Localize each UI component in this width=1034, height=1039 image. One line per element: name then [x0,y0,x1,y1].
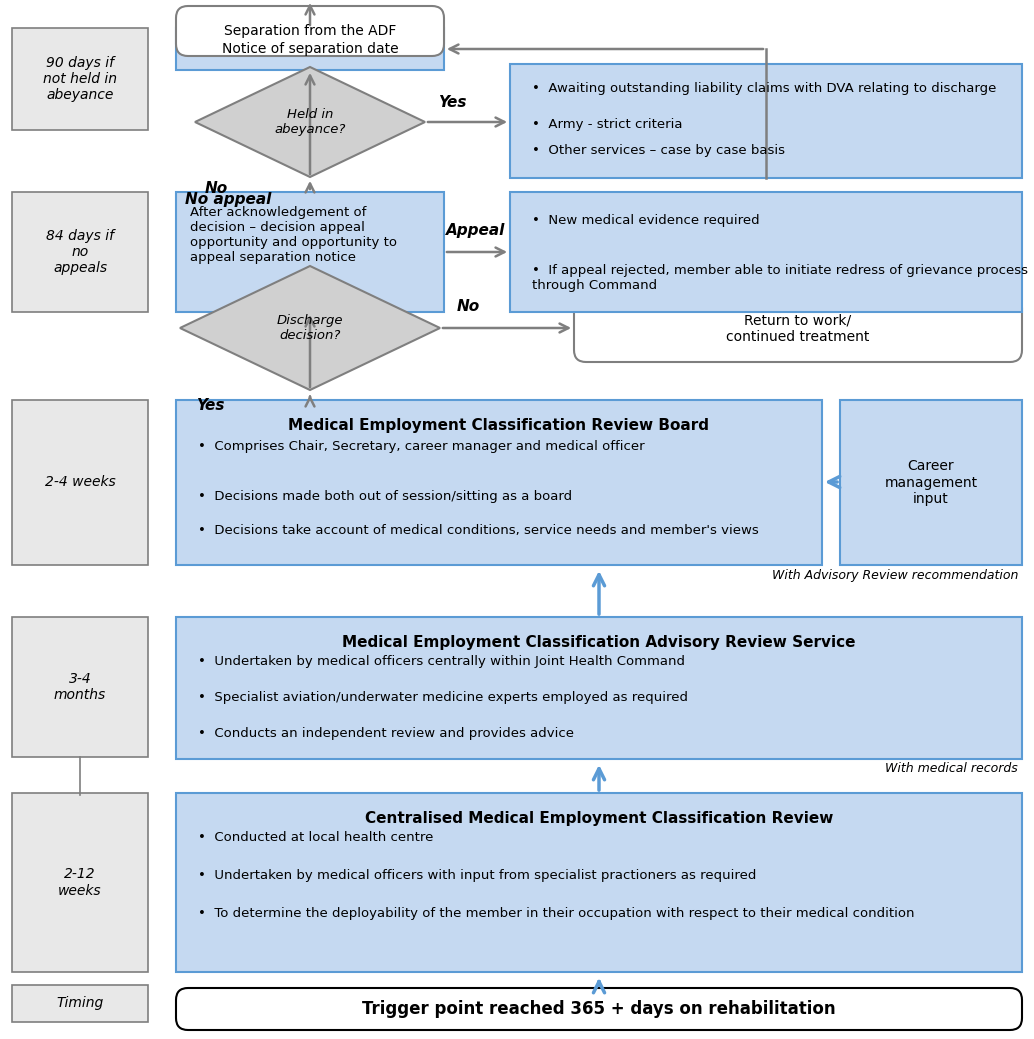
Bar [12,985,148,1022]
Text: •  Specialist aviation/underwater medicine experts employed as required: • Specialist aviation/underwater medicin… [197,691,688,704]
Bar [12,192,148,312]
Text: No: No [456,299,480,314]
FancyBboxPatch shape [574,296,1022,362]
Text: Yes: Yes [195,398,224,412]
Text: Discharge
decision?: Discharge decision? [277,314,343,342]
Text: Notice of separation date: Notice of separation date [221,42,398,56]
Text: Held in
abeyance?: Held in abeyance? [274,108,345,136]
Polygon shape [180,266,440,390]
Text: 3-4
months: 3-4 months [54,672,107,702]
Bar [176,28,444,70]
Text: Trigger point reached 365 + days on rehabilitation: Trigger point reached 365 + days on reha… [362,1000,835,1018]
Text: Appeal: Appeal [447,223,506,238]
FancyBboxPatch shape [176,6,444,56]
Text: After acknowledgement of
decision – decision appeal
opportunity and opportunity : After acknowledgement of decision – deci… [190,206,397,264]
Text: •  Awaiting outstanding liability claims with DVA relating to discharge: • Awaiting outstanding liability claims … [533,82,997,95]
Text: •  New medical evidence required: • New medical evidence required [533,214,760,227]
Bar [176,793,1022,973]
Text: 90 days if
not held in
abeyance: 90 days if not held in abeyance [43,56,117,102]
Bar [510,64,1022,178]
Text: Yes: Yes [437,95,466,110]
Text: •  Conducts an independent review and provides advice: • Conducts an independent review and pro… [197,727,574,740]
Bar [12,28,148,130]
Text: Medical Employment Classification Review Board: Medical Employment Classification Review… [288,418,709,433]
Text: •  Undertaken by medical officers with input from specialist practioners as requ: • Undertaken by medical officers with in… [197,869,757,882]
Text: •  Comprises Chair, Secretary, career manager and medical officer: • Comprises Chair, Secretary, career man… [197,439,644,453]
Text: Return to work/
continued treatment: Return to work/ continued treatment [726,314,870,344]
Bar [840,400,1022,565]
Bar [12,400,148,565]
Text: Timing: Timing [57,996,103,1011]
Text: •  Other services – case by case basis: • Other services – case by case basis [533,144,785,157]
Text: •  Conducted at local health centre: • Conducted at local health centre [197,831,433,844]
FancyBboxPatch shape [176,988,1022,1030]
Text: •  Decisions take account of medical conditions, service needs and member's view: • Decisions take account of medical cond… [197,524,759,537]
Bar [176,192,444,312]
Bar [176,400,822,565]
Text: 2-4 weeks: 2-4 weeks [44,476,116,489]
Bar [12,617,148,757]
Text: 2-12
weeks: 2-12 weeks [58,868,101,898]
Text: •  If appeal rejected, member able to initiate redress of grievance process thro: • If appeal rejected, member able to ini… [533,264,1028,292]
Text: No appeal: No appeal [185,192,271,207]
Text: No: No [205,181,227,196]
Text: With Advisory Review recommendation: With Advisory Review recommendation [771,568,1018,582]
Text: •  Undertaken by medical officers centrally within Joint Health Command: • Undertaken by medical officers central… [197,655,685,668]
Text: Centralised Medical Employment Classification Review: Centralised Medical Employment Classific… [365,811,833,826]
Text: •  Army - strict criteria: • Army - strict criteria [533,118,682,131]
Text: 84 days if
no
appeals: 84 days if no appeals [45,229,114,275]
Text: Career
management
input: Career management input [884,459,977,506]
Text: •  Decisions made both out of session/sitting as a board: • Decisions made both out of session/sit… [197,490,572,503]
Bar [12,793,148,973]
Text: With medical records: With medical records [885,762,1018,774]
Bar [510,192,1022,312]
Text: Medical Employment Classification Advisory Review Service: Medical Employment Classification Adviso… [342,635,856,650]
Text: Separation from the ADF: Separation from the ADF [223,24,396,38]
Polygon shape [195,66,425,177]
Text: •  To determine the deployability of the member in their occupation with respect: • To determine the deployability of the … [197,907,914,920]
Bar [176,617,1022,760]
